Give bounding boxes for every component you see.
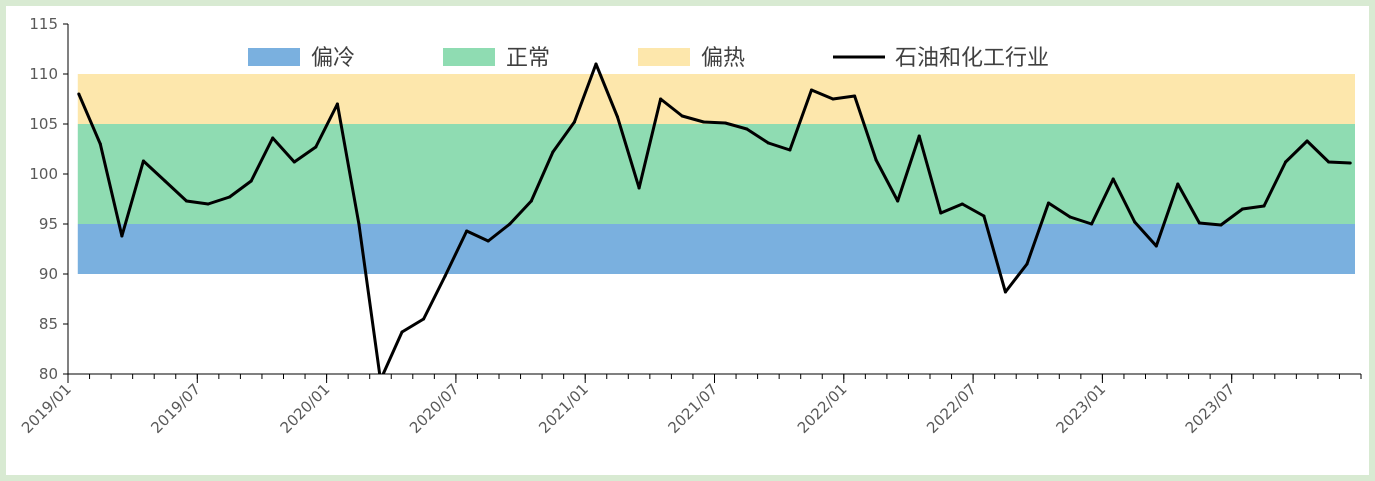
x-tick-label: 2020/07	[406, 380, 463, 437]
data-point	[1003, 290, 1007, 294]
y-tick-label-105: 105	[29, 115, 58, 133]
data-point	[1025, 262, 1029, 266]
data-point	[1111, 177, 1115, 181]
data-point	[1305, 139, 1309, 143]
x-tick-label: 2023/01	[1052, 380, 1109, 437]
y-tick-label-95: 95	[39, 215, 58, 233]
legend-swatch-0	[248, 48, 300, 66]
data-point	[1154, 244, 1158, 248]
data-point	[163, 179, 167, 183]
data-point	[1133, 220, 1137, 224]
x-tick-label: 2020/01	[277, 380, 334, 437]
data-point	[616, 115, 620, 119]
data-point	[831, 97, 835, 101]
data-point	[960, 202, 964, 206]
y-tick-label-110: 110	[29, 65, 58, 83]
data-point	[314, 145, 318, 149]
data-point	[551, 150, 555, 154]
y-tick-label-115: 115	[29, 15, 58, 33]
data-point	[1068, 215, 1072, 219]
legend-swatch-1	[443, 48, 495, 66]
data-point	[508, 222, 512, 226]
x-tick-label: 2022/07	[923, 380, 980, 437]
x-tick-label: 2023/07	[1182, 380, 1239, 437]
band-layer	[77, 74, 1355, 274]
data-point	[1240, 207, 1244, 211]
data-point	[120, 234, 124, 238]
data-point	[335, 102, 339, 106]
band-1	[77, 124, 1355, 224]
data-point	[422, 317, 426, 321]
data-point	[486, 239, 490, 243]
x-tick-label: 2019/01	[18, 380, 75, 437]
data-point	[917, 134, 921, 138]
data-point	[1262, 204, 1266, 208]
data-point	[379, 379, 382, 382]
data-point	[939, 211, 943, 215]
line-chart: 80 85 90 95 100 105 110 115 2019/01 2019/07 2020/0…	[18, 15, 1362, 437]
data-point	[723, 121, 727, 125]
data-point	[443, 274, 447, 278]
x-tick-label: 2019/07	[147, 380, 204, 437]
data-point	[1348, 161, 1352, 165]
y-tick-label-100: 100	[29, 165, 58, 183]
legend: 偏冷 正常 偏热 石油和化工行业	[248, 46, 1049, 71]
legend-label-0: 偏冷	[311, 46, 355, 71]
data-point	[292, 160, 296, 164]
data-point	[249, 179, 253, 183]
legend-swatch-2	[638, 48, 690, 66]
data-point	[702, 120, 706, 124]
data-point	[594, 62, 598, 66]
data-point	[465, 229, 469, 233]
data-point	[1047, 201, 1051, 205]
data-point	[572, 120, 576, 124]
band-0	[77, 224, 1355, 274]
data-point	[659, 97, 663, 101]
series-layer	[77, 62, 1352, 382]
x-tick-label: 2022/01	[794, 380, 851, 437]
data-point	[357, 222, 361, 226]
chart-frame: 80 85 90 95 100 105 110 115 2019/01 2019/07 2020/0…	[6, 6, 1369, 475]
x-tick-label: 2021/07	[665, 380, 722, 437]
y-tick-label-80: 80	[39, 365, 58, 383]
data-point	[271, 136, 275, 140]
series-line-0	[77, 62, 1351, 374]
data-point	[745, 127, 749, 131]
data-point	[637, 186, 641, 190]
data-point	[141, 159, 145, 163]
band-2	[77, 74, 1355, 124]
legend-label-1: 正常	[506, 46, 550, 71]
data-point	[874, 158, 878, 162]
data-point	[766, 141, 770, 145]
legend-label-2: 偏热	[701, 46, 745, 71]
data-point	[1219, 223, 1223, 227]
data-point	[1284, 160, 1288, 164]
data-point	[1327, 160, 1331, 164]
data-point	[529, 199, 533, 203]
data-point	[77, 92, 81, 96]
data-point	[680, 114, 684, 118]
data-point	[1176, 182, 1180, 186]
data-point	[788, 148, 792, 152]
x-tick-label: 2021/01	[535, 380, 592, 437]
legend-label-series: 石油和化工行业	[895, 46, 1049, 71]
data-point	[896, 199, 900, 203]
data-point	[400, 330, 404, 334]
data-point	[228, 195, 232, 199]
data-point	[1090, 222, 1094, 226]
data-point	[982, 214, 986, 218]
y-tick-label-85: 85	[39, 315, 58, 333]
data-point	[206, 202, 210, 206]
y-tick-label-90: 90	[39, 265, 58, 283]
data-point	[809, 88, 813, 92]
data-point	[1197, 221, 1201, 225]
data-point	[853, 94, 857, 98]
data-point	[98, 142, 102, 146]
data-point	[185, 199, 189, 203]
